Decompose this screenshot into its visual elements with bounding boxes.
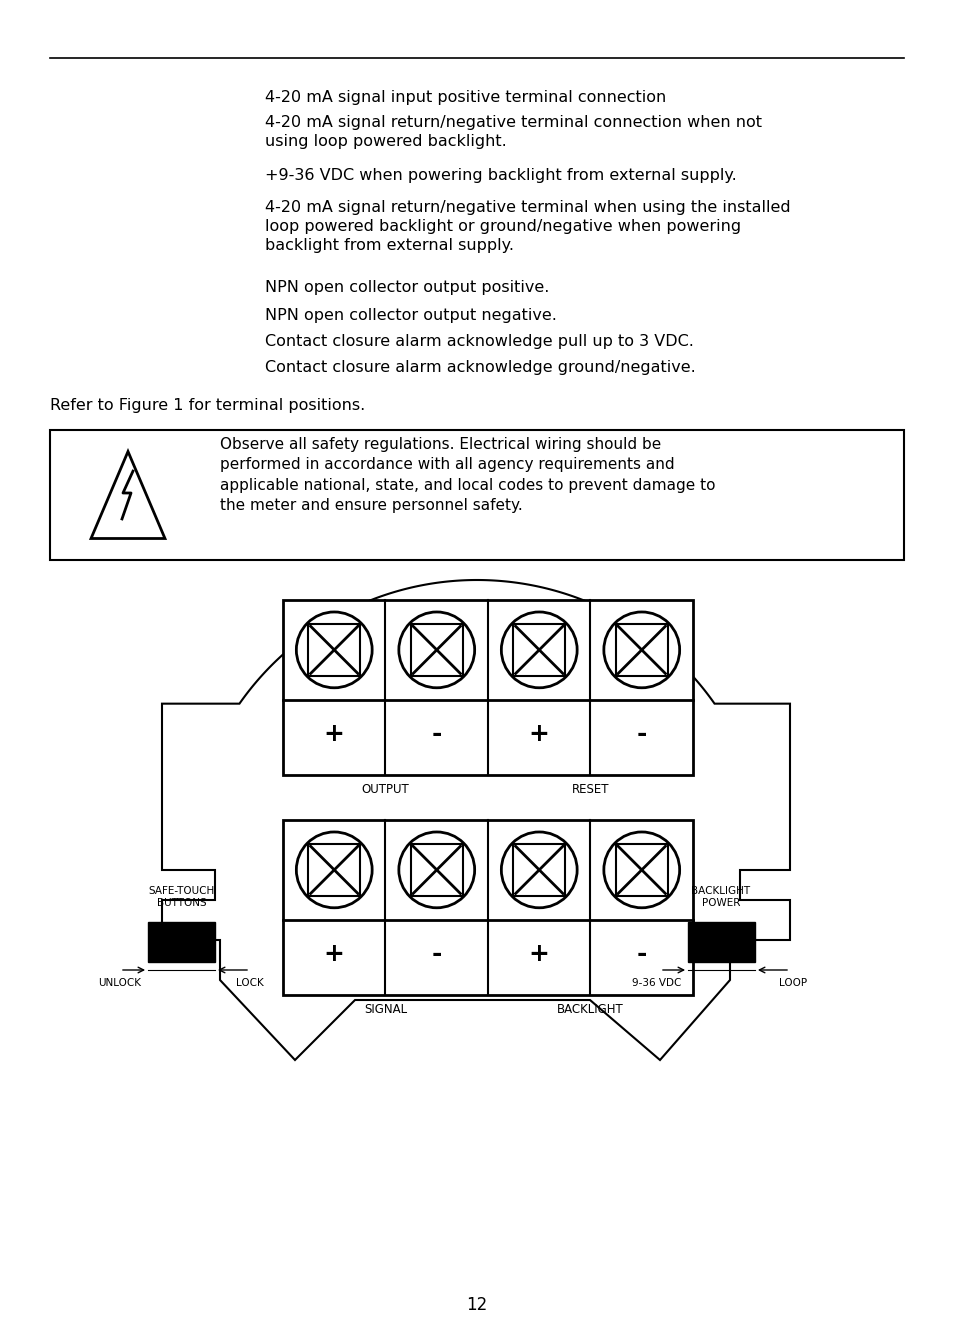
Circle shape xyxy=(603,832,679,907)
Text: +: + xyxy=(528,721,549,745)
Circle shape xyxy=(501,832,577,907)
Text: SAFE-TOUCH
BUTTONS: SAFE-TOUCH BUTTONS xyxy=(149,886,214,908)
Bar xyxy=(283,600,692,775)
Text: -: - xyxy=(431,942,441,966)
Text: -: - xyxy=(431,721,441,745)
Circle shape xyxy=(603,612,679,688)
Text: +9-36 VDC when powering backlight from external supply.: +9-36 VDC when powering backlight from e… xyxy=(265,168,736,183)
Bar xyxy=(148,922,214,962)
Text: Refer to Figure 1 for terminal positions.: Refer to Figure 1 for terminal positions… xyxy=(50,398,365,413)
Text: 4-20 mA signal return/negative terminal when using the installed
loop powered ba: 4-20 mA signal return/negative terminal … xyxy=(265,200,790,254)
Text: BACKLIGHT: BACKLIGHT xyxy=(557,1003,623,1015)
Text: +: + xyxy=(528,942,549,966)
Bar xyxy=(283,820,692,995)
Text: Observe all safety regulations. Electrical wiring should be
performed in accorda: Observe all safety regulations. Electric… xyxy=(220,437,715,513)
Circle shape xyxy=(296,612,372,688)
Text: BACKLIGHT
POWER: BACKLIGHT POWER xyxy=(691,886,750,908)
Text: SIGNAL: SIGNAL xyxy=(363,1003,407,1015)
Text: 12: 12 xyxy=(466,1296,487,1315)
Text: 4-20 mA signal return/negative terminal connection when not
using loop powered b: 4-20 mA signal return/negative terminal … xyxy=(265,115,761,150)
Text: OUTPUT: OUTPUT xyxy=(361,783,409,796)
Circle shape xyxy=(398,832,475,907)
Text: -: - xyxy=(636,942,646,966)
Circle shape xyxy=(398,612,475,688)
Text: Contact closure alarm acknowledge pull up to 3 VDC.: Contact closure alarm acknowledge pull u… xyxy=(265,334,693,349)
Text: 9-36 VDC: 9-36 VDC xyxy=(632,978,681,989)
Circle shape xyxy=(296,832,372,907)
Text: LOOP: LOOP xyxy=(778,978,806,989)
Text: NPN open collector output positive.: NPN open collector output positive. xyxy=(265,281,549,295)
Text: 4-20 mA signal input positive terminal connection: 4-20 mA signal input positive terminal c… xyxy=(265,90,665,106)
Text: -: - xyxy=(636,721,646,745)
Circle shape xyxy=(501,612,577,688)
Text: Contact closure alarm acknowledge ground/negative.: Contact closure alarm acknowledge ground… xyxy=(265,359,695,375)
Bar xyxy=(687,922,754,962)
Bar xyxy=(50,430,903,560)
Text: +: + xyxy=(323,721,344,745)
Text: NPN open collector output negative.: NPN open collector output negative. xyxy=(265,309,557,323)
Text: +: + xyxy=(323,942,344,966)
Text: RESET: RESET xyxy=(571,783,609,796)
Text: LOCK: LOCK xyxy=(236,978,264,989)
Text: UNLOCK: UNLOCK xyxy=(98,978,141,989)
